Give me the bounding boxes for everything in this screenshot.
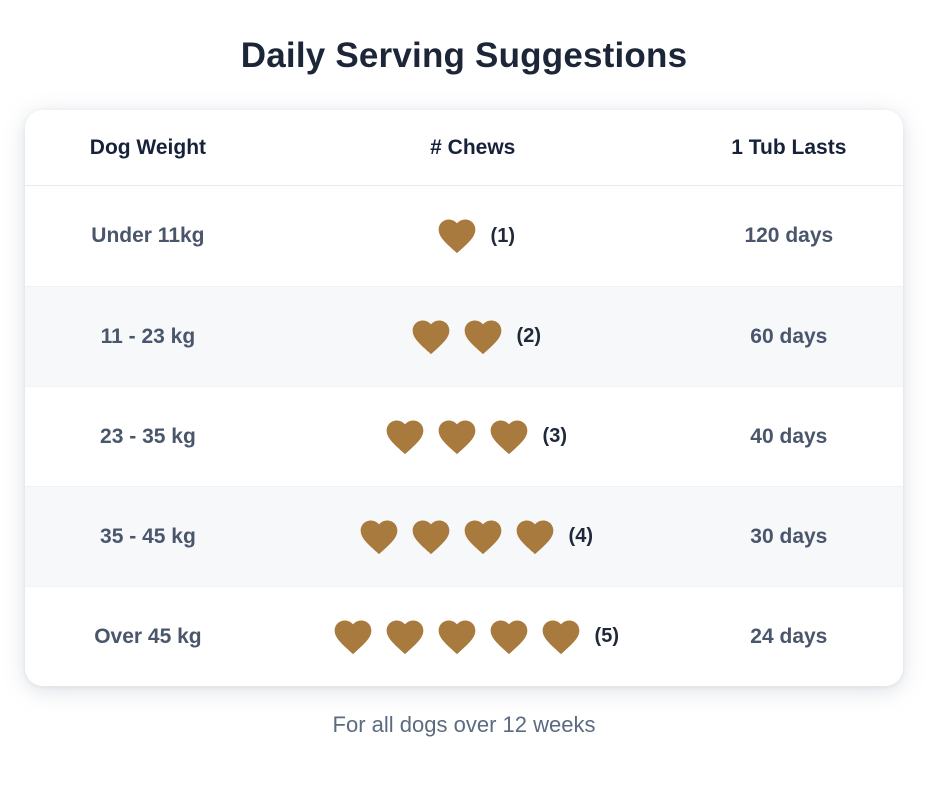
table-row: 35 - 45 kg (4) 30 days [25,486,903,586]
chew-count-label: (3) [542,425,567,447]
chew-hearts-group [353,515,561,559]
heart-chew-icon [490,420,527,454]
heart-chew-icon [360,520,397,554]
column-header-tub-lasts: 1 Tub Lasts [731,135,847,159]
chew-hearts-group [405,315,509,359]
table-row: 11 - 23 kg (2) 60 days [25,286,903,386]
column-header-dog-weight: Dog Weight [89,135,207,159]
table-body: Under 11kg (1) 120 days 11 - 23 kg (2) 6… [25,186,903,686]
heart-chew-icon [438,420,475,454]
heart-chew-icon [386,620,423,654]
cell-dog-weight: 35 - 45 kg [100,524,196,548]
chew-count-label: (2) [516,325,541,347]
cell-tub-lasts: 120 days [744,224,834,247]
cell-dog-weight: 11 - 23 kg [100,324,196,348]
chew-count-label: (4) [568,525,593,547]
heart-chew-icon [438,219,475,254]
cell-chews: (1) [271,214,675,258]
cell-chews: (2) [271,315,675,359]
table-row: Over 45 kg (5) 24 days [25,586,903,686]
heart-chew-icon [516,520,553,554]
heart-chew-icon [490,620,527,654]
footer-note: For all dogs over 12 weeks [332,712,596,737]
cell-chews: (5) [271,615,675,659]
heart-chew-icon [386,420,423,454]
cell-tub-lasts: 30 days [750,524,828,548]
heart-chew-icon [334,620,371,654]
cell-chews: (4) [271,515,675,559]
table-header-row: Dog Weight # Chews 1 Tub Lasts [25,110,903,186]
page-title: Daily Serving Suggestions [240,36,688,75]
chew-hearts-group [431,214,483,258]
heart-chew-icon [464,320,501,354]
column-header-chews: # Chews [430,135,516,159]
chew-count-label: (5) [594,625,619,647]
table-row: 23 - 35 kg (3) 40 days [25,386,903,486]
cell-tub-lasts: 60 days [750,324,828,348]
serving-suggestions-card: Dog Weight # Chews 1 Tub Lasts Under 11k… [25,110,903,686]
heart-chew-icon [438,620,475,654]
cell-dog-weight: Under 11kg [91,224,205,247]
chew-hearts-group [379,415,535,459]
chew-hearts-group [327,615,587,659]
page: Daily Serving Suggestions Dog Weight # C… [25,36,903,737]
cell-chews: (3) [271,415,675,459]
chew-count-label: (1) [490,224,515,247]
heart-chew-icon [412,320,449,354]
cell-tub-lasts: 24 days [750,624,828,648]
cell-tub-lasts: 40 days [750,424,828,448]
cell-dog-weight: Over 45 kg [94,624,202,648]
heart-chew-icon [464,520,501,554]
heart-chew-icon [542,620,579,654]
table-row: Under 11kg (1) 120 days [25,186,903,286]
cell-dog-weight: 23 - 35 kg [100,424,196,448]
heart-chew-icon [412,520,449,554]
